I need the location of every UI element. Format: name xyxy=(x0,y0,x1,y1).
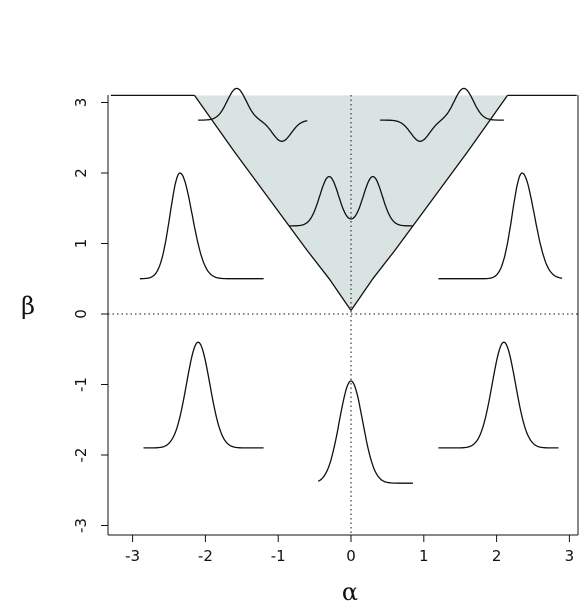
x-tick-label-6: 3 xyxy=(565,547,575,565)
shaded-region xyxy=(194,95,508,311)
y-tick-label-2: -1 xyxy=(72,377,90,392)
density-curve-5 xyxy=(438,172,563,280)
x-tick-label-0: -3 xyxy=(125,547,140,565)
y-axis-label: β xyxy=(21,292,35,320)
y-tick-label-3: 0 xyxy=(72,309,90,319)
x-tick-label-4: 1 xyxy=(419,547,429,565)
x-axis-label: α xyxy=(342,578,358,605)
y-tick-label-1: -2 xyxy=(72,448,90,463)
axes-layer xyxy=(101,95,579,542)
y-tick-label-4: 1 xyxy=(72,239,90,249)
density-curve-2 xyxy=(380,87,504,142)
reference-lines-layer xyxy=(108,95,578,535)
x-tick-label-1: -2 xyxy=(198,547,213,565)
y-tick-label-6: 3 xyxy=(72,98,90,108)
density-curve-6 xyxy=(143,341,264,449)
region-boundary-right xyxy=(350,95,509,311)
x-tick-label-3: 0 xyxy=(346,547,356,565)
density-curve-4 xyxy=(139,172,264,280)
y-tick-label-0: -3 xyxy=(72,518,90,533)
shaded-region-layer xyxy=(110,94,577,311)
density-curves-layer xyxy=(139,87,563,484)
density-curve-8 xyxy=(317,380,413,484)
region-boundary-left xyxy=(193,95,352,311)
density-curve-3 xyxy=(289,175,413,227)
y-tick-label-5: 2 xyxy=(72,168,90,178)
x-tick-label-5: 2 xyxy=(492,547,502,565)
density-curve-1 xyxy=(198,87,308,142)
x-tick-label-2: -1 xyxy=(271,547,286,565)
density-curve-7 xyxy=(438,341,559,449)
tick-labels-layer: -3 -2 -1 0 1 2 3 -3 -2 -1 0 1 2 3 xyxy=(72,98,574,565)
